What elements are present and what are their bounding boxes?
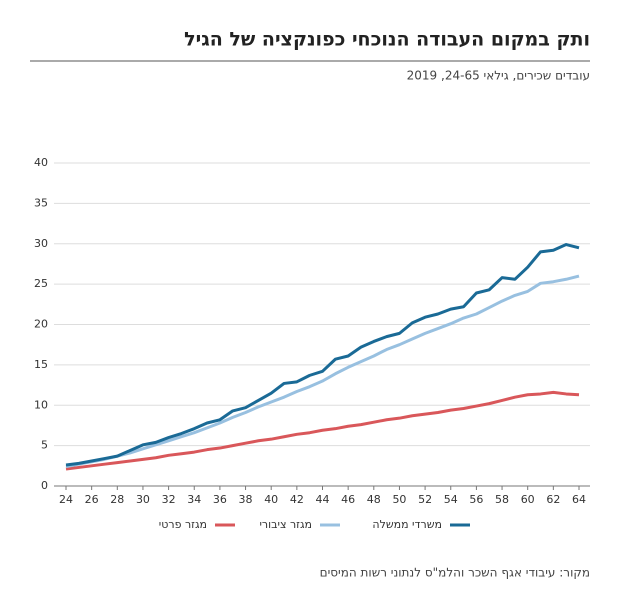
y-tick-label: 40 bbox=[34, 156, 48, 169]
legend-label: מגזר פרטי bbox=[159, 518, 207, 531]
x-tick-label: 30 bbox=[136, 493, 150, 506]
series-line bbox=[65, 274, 580, 469]
legend-label: מגזר ציבורי bbox=[259, 518, 312, 531]
x-tick-label: 48 bbox=[367, 493, 381, 506]
x-tick-label: 46 bbox=[341, 493, 355, 506]
y-tick-label: 35 bbox=[34, 196, 48, 209]
x-tick-label: 64 bbox=[572, 493, 586, 506]
x-tick-label: 34 bbox=[187, 493, 201, 506]
x-tick-label: 50 bbox=[392, 493, 406, 506]
x-tick-label: 24 bbox=[59, 493, 73, 506]
x-tick-label: 56 bbox=[469, 493, 483, 506]
x-tick-label: 54 bbox=[444, 493, 458, 506]
x-tick-label: 44 bbox=[316, 493, 330, 506]
series-line bbox=[65, 243, 580, 467]
chart-source: מקור: עיבודי אגף השכר והלמ"ס לנתוני רשות… bbox=[320, 566, 590, 580]
y-tick-label: 25 bbox=[34, 277, 48, 290]
y-tick-label: 30 bbox=[34, 237, 48, 250]
chart-title: ותק במקום העבודה הנוכחי כפונקציה של הגיל bbox=[184, 29, 590, 51]
x-tick-label: 40 bbox=[264, 493, 278, 506]
x-tick-label: 62 bbox=[546, 493, 560, 506]
y-tick-label: 10 bbox=[34, 398, 48, 411]
y-tick-label: 15 bbox=[34, 358, 48, 371]
x-tick-label: 52 bbox=[418, 493, 432, 506]
x-tick-label: 32 bbox=[162, 493, 176, 506]
y-tick-label: 0 bbox=[41, 479, 48, 492]
x-tick-label: 38 bbox=[239, 493, 253, 506]
x-tick-label: 36 bbox=[213, 493, 227, 506]
chart-subtitle: עובדים שכירים, גילאי 24-65, 2019 bbox=[407, 69, 590, 83]
y-tick-label: 5 bbox=[41, 439, 48, 452]
y-tick-label: 20 bbox=[34, 318, 48, 331]
x-tick-label: 58 bbox=[495, 493, 509, 506]
x-tick-label: 42 bbox=[290, 493, 304, 506]
x-tick-label: 60 bbox=[521, 493, 535, 506]
legend-label: משרדי ממשלה bbox=[372, 518, 442, 531]
x-tick-label: 26 bbox=[85, 493, 99, 506]
x-tick-label: 28 bbox=[110, 493, 124, 506]
series-line bbox=[65, 390, 580, 471]
